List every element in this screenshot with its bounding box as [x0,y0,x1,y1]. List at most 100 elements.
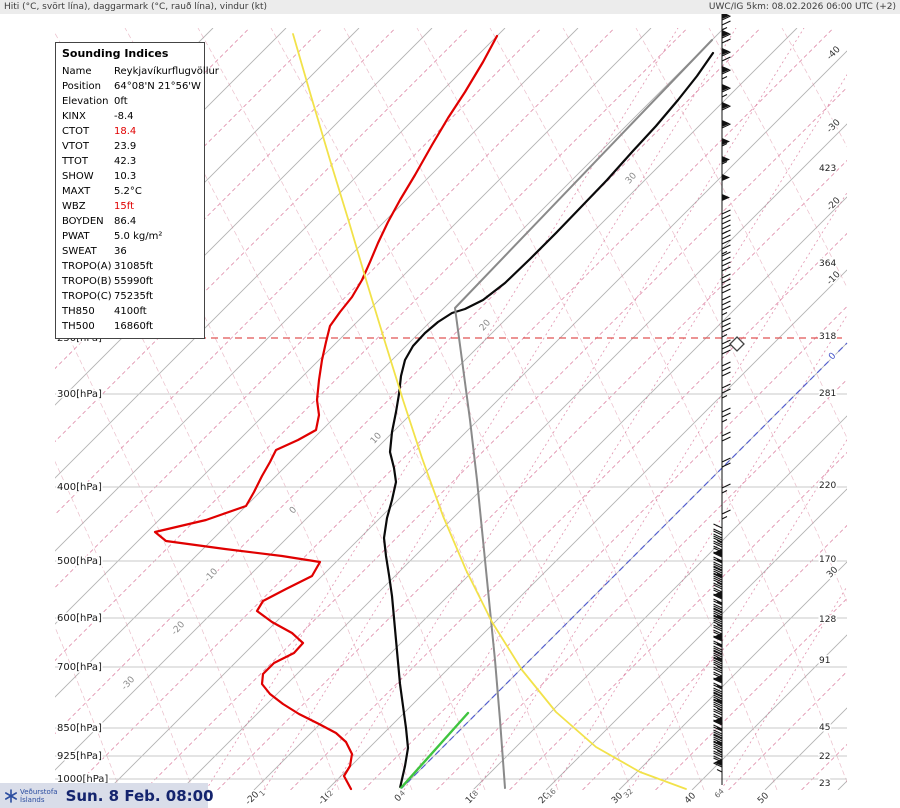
freezing-isotherm-line [399,342,848,791]
index-row-position: Position 64°08'N 21°56'W [62,79,202,94]
right-height-label: 364 [819,259,836,269]
index-row-maxt: MAXT 5.2°C [62,184,202,199]
pressure-gridlines [55,337,848,791]
right-height-label: 220 [819,481,836,491]
inline-isotherm-label: 20 [478,318,493,333]
index-row-th500: TH500 16860ft [62,319,202,334]
index-value: Reykjavíkurflugvöllur [114,66,219,77]
index-label: CTOT [62,126,90,137]
index-row-tropo-b-: TROPO(B) 55990ft [62,274,202,289]
bottom-temp-label: 40 [683,791,698,806]
index-row-sweat: SWEAT 36 [62,244,202,259]
index-label: SHOW [62,171,94,182]
indices-rows: Name Reykjavíkurflugvöllur Position 64°08'N… [62,64,219,334]
right-height-label: 423 [819,164,836,174]
index-value: 10.3 [114,171,137,182]
index-label: VTOT [62,141,89,152]
index-row-show: SHOW 10.3 [62,169,202,184]
org-name-line2: Íslands [20,795,45,804]
index-row-th850: TH850 4100ft [62,304,202,319]
index-value: 86.4 [114,216,137,227]
index-label: SWEAT [62,246,97,257]
pressure-label: 700[hPa] [57,662,102,673]
index-label: TROPO(B) [62,276,112,287]
index-row-elevation: Elevation 0ft [62,94,202,109]
index-value: 16860ft [114,321,154,332]
index-value: 0ft [114,96,128,107]
right-height-label: 281 [819,389,836,399]
index-value: 18.4 [114,126,137,137]
top-caption-bar: Hiti (°C, svört lína), daggarmark (°C, r… [0,0,900,14]
index-value: 23.9 [114,141,137,152]
temperature-line [382,51,715,790]
vedurstofa-logo: Veðurstofa Íslands [4,788,58,804]
bottom-mixing-ratio-label: 64 [713,787,726,800]
index-value: -8.4 [114,111,134,122]
inline-isotherm-label: 10 [369,431,384,446]
pressure-label: 400[hPa] [57,482,102,493]
index-label: TROPO(C) [62,291,112,302]
wind-barbs [713,12,731,785]
right-height-label: 45 [819,723,830,733]
index-label: WBZ [62,201,86,212]
right-height-label: 91 [819,656,830,666]
index-row-vtot: VTOT 23.9 [62,139,202,154]
index-label: TTOT [62,156,89,167]
right-height-label: 318 [819,332,836,342]
right-isotherm-label: -40 [825,45,843,63]
org-name-line1: Veðurstofa [20,787,58,796]
model-run-caption: UWC/IG 5km: 08.02.2026 06:00 UTC (+2) [708,2,896,12]
icao-standard-atmosphere-line [454,39,713,789]
pressure-label: 300[hPa] [57,389,102,400]
right-height-label: 23 [819,779,830,789]
index-label: MAXT [62,186,91,197]
index-value: 15ft [114,201,134,212]
index-value: 42.3 [114,156,137,167]
indices-title: Sounding Indices [62,47,169,60]
tropopause-diamond-marker [729,336,745,352]
legend-caption: Hiti (°C, svört lína), daggarmark (°C, r… [4,2,268,12]
parcel-green-line [398,711,470,791]
index-label: BOYDEN [62,216,104,227]
valid-time-label: Sun. 8 Feb. 08:00 [65,786,214,805]
right-isotherm-label: -10 [825,270,843,288]
index-label: PWAT [62,231,90,242]
index-row-name: Name Reykjavíkurflugvöllur [62,64,219,79]
inline-isotherm-label: 30 [624,171,639,186]
index-label: TH500 [62,321,95,332]
inline-isotherm-label: -20 [170,620,187,638]
index-label: Elevation [62,96,109,107]
index-row-ttot: TTOT 42.3 [62,154,202,169]
right-height-label: 22 [819,752,830,762]
footer-band: Veðurstofa Íslands Sun. 8 Feb. 08:00 [0,783,214,808]
right-isotherm-label: -20 [825,196,843,214]
index-row-tropo-c-: TROPO(C) 75235ft [62,289,202,304]
right-height-label: 128 [819,615,836,625]
index-row-boyden: BOYDEN 86.4 [62,214,202,229]
pressure-label: 500[hPa] [57,556,102,567]
index-value: 4100ft [114,306,147,317]
inline-isotherm-label: 0 [288,505,299,516]
index-label: Name [62,66,92,77]
pressure-label: 850[hPa] [57,723,102,734]
index-value: 5.0 kg/m² [114,231,163,242]
index-row-kinx: KINX -8.4 [62,109,202,124]
bottom-temp-label: 50 [756,791,771,806]
right-height-label: 170 [819,555,836,565]
index-value: 36 [114,246,127,257]
index-value: 5.2°C [114,186,142,197]
reference-yellow-line [292,33,687,790]
index-row-pwat: PWAT 5.0 kg/m² [62,229,202,244]
index-value: 75235ft [114,291,154,302]
pressure-label: 600[hPa] [57,613,102,624]
index-label: KINX [62,111,86,122]
index-label: Position [62,81,101,92]
dewpoint-line [153,34,499,791]
sounding-indices-box: Sounding Indices Name Reykjavíkurflugvöll… [55,42,219,339]
index-label: TROPO(A) [62,261,112,272]
index-row-tropo-a-: TROPO(A) 31085ft [62,259,202,274]
vedurstofa-logo-icon [4,788,17,803]
right-isotherm-label: -30 [825,118,843,136]
index-value: 31085ft [114,261,154,272]
index-value: 55990ft [114,276,154,287]
